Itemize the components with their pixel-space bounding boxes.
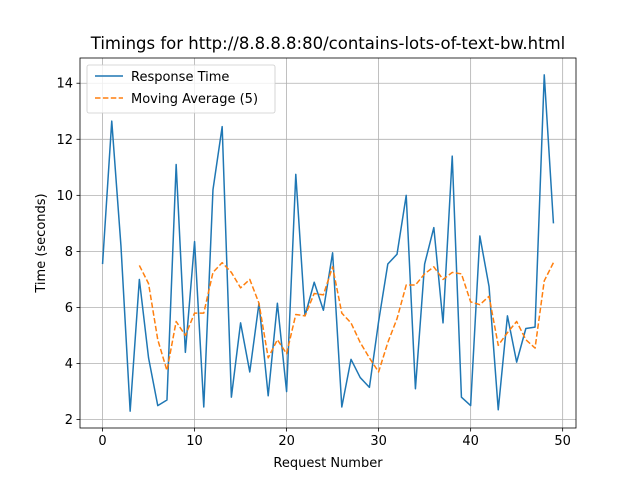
- y-tick-label: 10: [56, 189, 73, 204]
- y-axis-label: Time (seconds): [34, 193, 49, 293]
- legend-box: [86, 64, 276, 114]
- series-lines: [101, 74, 555, 412]
- axis-ticks: 0 10 20 30 40 50 2 4 6 8 10 12 14: [56, 77, 570, 449]
- chart-title: Timings for http://8.8.8.8:80/contains-l…: [90, 34, 565, 53]
- y-tick-label: 4: [65, 357, 73, 372]
- x-tick-label: 50: [554, 434, 571, 449]
- x-tick-label: 30: [370, 434, 387, 449]
- x-tick-label: 0: [98, 434, 106, 449]
- series-line-moving-average: [138, 261, 555, 373]
- legend: Response Time Moving Average (5): [86, 64, 276, 114]
- y-tick-label: 2: [65, 413, 73, 428]
- y-tick-label: 14: [56, 77, 73, 92]
- y-tick-label: 6: [65, 301, 73, 316]
- legend-label-moving-average: Moving Average (5): [131, 92, 258, 107]
- plot-frame: [79, 57, 577, 429]
- legend-label-response-time: Response Time: [131, 70, 229, 85]
- x-axis-label: Request Number: [273, 456, 383, 471]
- x-tick-label: 10: [186, 434, 203, 449]
- x-tick-label: 40: [462, 434, 479, 449]
- y-tick-label: 8: [65, 245, 73, 260]
- y-tick-label: 12: [56, 133, 73, 148]
- x-tick-label: 20: [278, 434, 295, 449]
